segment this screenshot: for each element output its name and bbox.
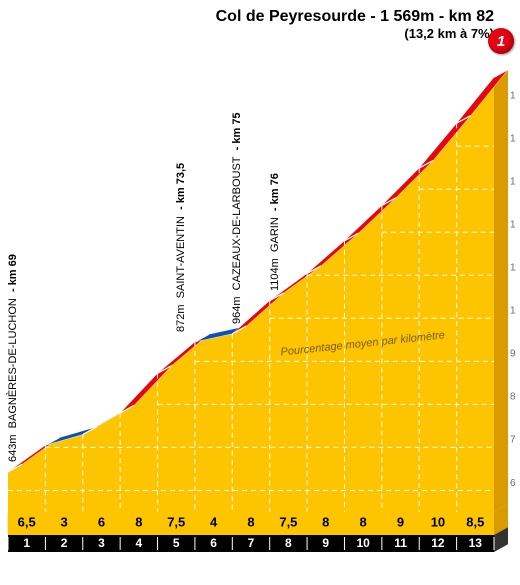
svg-text:3: 3 xyxy=(60,514,67,529)
svg-text:6: 6 xyxy=(210,536,217,550)
climb-name: Col de Peyresourde xyxy=(216,8,366,25)
svg-text:11: 11 xyxy=(394,536,407,550)
summit-altitude: 1 569m xyxy=(380,8,434,25)
svg-text:13: 13 xyxy=(469,536,483,550)
location-label: 872m SAINT-AVENTIN - km 73,5 xyxy=(175,163,187,332)
svg-text:5: 5 xyxy=(173,536,180,550)
climb-profile-chart: Col de Peyresourde - 1 569m - km 82 (13,… xyxy=(0,0,520,585)
svg-text:9: 9 xyxy=(322,536,329,550)
svg-text:6: 6 xyxy=(98,514,105,529)
svg-text:1: 1 xyxy=(23,536,30,550)
svg-text:4: 4 xyxy=(136,536,143,550)
chart-title: Col de Peyresourde - 1 569m - km 82 (13,… xyxy=(216,8,494,41)
svg-text:7,5: 7,5 xyxy=(167,514,185,529)
svg-text:700m: 700m xyxy=(510,435,516,446)
category-number: 1 xyxy=(497,33,505,50)
svg-text:7,5: 7,5 xyxy=(279,514,297,529)
svg-text:10: 10 xyxy=(431,514,445,529)
category-badge: 1 xyxy=(488,28,514,54)
plot-area: 600m 700m 800m 900m 1000m 1100m 1200m 1300m 1400… xyxy=(4,40,516,552)
svg-text:6,5: 6,5 xyxy=(18,514,36,529)
svg-text:2: 2 xyxy=(61,536,68,550)
location-label: 643m BAGNÈRES-DE-LUCHON - km 69 xyxy=(7,254,19,462)
svg-text:8: 8 xyxy=(247,514,254,529)
svg-text:1500m: 1500m xyxy=(510,90,516,101)
svg-text:1200m: 1200m xyxy=(510,219,516,230)
svg-text:7: 7 xyxy=(248,536,255,550)
svg-text:1100m: 1100m xyxy=(510,263,516,274)
svg-text:9: 9 xyxy=(397,514,404,529)
svg-text:1400m: 1400m xyxy=(510,133,516,144)
svg-text:800m: 800m xyxy=(510,392,516,403)
svg-text:8: 8 xyxy=(285,536,292,550)
title-main: Col de Peyresourde - 1 569m - km 82 xyxy=(216,8,494,26)
svg-text:900m: 900m xyxy=(510,349,516,360)
location-label: 1104m GARIN - km 76 xyxy=(269,173,281,291)
svg-text:1300m: 1300m xyxy=(510,176,516,187)
svg-text:8,5: 8,5 xyxy=(466,514,484,529)
svg-text:1000m: 1000m xyxy=(510,306,516,317)
summit-km: km 82 xyxy=(449,8,494,25)
svg-text:600m: 600m xyxy=(510,478,516,489)
svg-text:4: 4 xyxy=(210,514,218,529)
svg-text:8: 8 xyxy=(135,514,142,529)
svg-text:8: 8 xyxy=(322,514,329,529)
svg-text:3: 3 xyxy=(98,536,105,550)
svg-text:12: 12 xyxy=(431,536,445,550)
title-detail: (13,2 km à 7%) xyxy=(216,26,494,41)
svg-text:10: 10 xyxy=(356,536,370,550)
svg-text:8: 8 xyxy=(360,514,367,529)
location-label: 964m CAZEAUX-DE-LARBOUST - km 75 xyxy=(231,113,243,325)
profile-svg: 600m 700m 800m 900m 1000m 1100m 1200m 1300m 1400… xyxy=(4,40,516,552)
